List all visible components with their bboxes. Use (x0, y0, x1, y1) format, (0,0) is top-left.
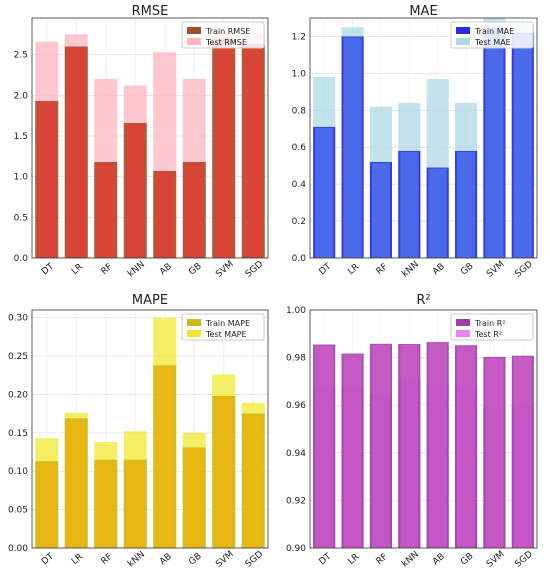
y-tick-label: 1.5 (14, 132, 28, 142)
legend-swatch (456, 27, 470, 34)
y-tick-label: 1.2 (292, 32, 306, 42)
y-tick-label: 1.00 (286, 306, 306, 316)
x-tick-label: DT (317, 551, 333, 567)
y-tick-label: 0.8 (292, 106, 307, 116)
legend-label: Test RMSE (205, 38, 247, 47)
legend-label: Train MAPE (205, 319, 250, 328)
legend-swatch (456, 319, 470, 326)
x-tick-label: GB (459, 551, 476, 567)
y-tick-label: 2.5 (14, 51, 28, 61)
overlay-bar (66, 47, 86, 258)
overlay-bar (37, 101, 57, 258)
overlay-bar (37, 462, 57, 548)
y-tick-label: 0.0 (292, 254, 307, 264)
y-tick-label: 0.98 (286, 354, 306, 364)
overlay-bar (513, 33, 532, 259)
overlay-bar (456, 346, 476, 548)
legend-swatch (187, 330, 201, 337)
x-tick-label: RF (375, 552, 390, 567)
legend-swatch (187, 27, 201, 34)
y-tick-label: 2.0 (14, 91, 29, 101)
overlay-bar (343, 354, 362, 548)
chart-title: RMSE (132, 4, 169, 19)
y-tick-label: 0.30 (8, 314, 28, 324)
overlay-bar (485, 28, 504, 258)
y-tick-label: 0.10 (8, 467, 28, 477)
y-tick-label: 0.4 (292, 180, 307, 190)
y-tick-label: 0.94 (286, 449, 306, 459)
chart-title: MAPE (132, 293, 168, 308)
x-tick-label: SGD (513, 549, 535, 569)
y-tick-label: 0.20 (8, 390, 28, 400)
legend-label: Train RMSE (205, 27, 250, 36)
x-tick-label: AB (431, 552, 447, 568)
overlay-bar (155, 366, 175, 548)
y-tick-label: 0.25 (8, 352, 28, 362)
overlay-bar (371, 163, 391, 258)
y-tick-label: 0.05 (8, 506, 28, 516)
legend-swatch (456, 330, 470, 337)
overlay-bar (456, 151, 476, 258)
legend-label: Test MAPE (205, 330, 247, 339)
legend-swatch (187, 38, 201, 45)
plot-frame (309, 17, 538, 259)
overlay-bar (125, 123, 145, 258)
overlay-bar (428, 343, 447, 548)
legend-swatch (187, 319, 201, 326)
overlay-bar (184, 163, 204, 258)
y-tick-label: 0.0 (14, 254, 29, 264)
overlay-bar (400, 151, 419, 258)
overlay-bar (155, 171, 175, 258)
y-tick-label: 0.90 (286, 544, 306, 554)
overlay-bar (243, 45, 263, 258)
y-tick-label: 0.2 (292, 217, 306, 227)
y-tick-label: 0.6 (292, 143, 307, 153)
legend-box (450, 21, 534, 49)
x-tick-label: SVM (485, 549, 506, 569)
x-tick-label: LR (346, 552, 361, 567)
legend-label: Train R² (474, 319, 506, 328)
overlay-bar (513, 356, 532, 548)
y-tick-label: 1.0 (14, 173, 29, 183)
overlay-bar (214, 396, 234, 548)
overlay-bar (400, 345, 419, 548)
overlay-bar (96, 460, 116, 548)
overlay-bar (184, 448, 204, 548)
overlay-bar (96, 163, 116, 258)
chart-title: MAE (409, 4, 437, 19)
legend-swatch (456, 38, 470, 45)
plot-frame (31, 17, 269, 259)
legend-label: Test R² (474, 330, 502, 339)
overlay-bar (66, 419, 86, 548)
y-tick-label: 0.96 (286, 401, 306, 411)
y-tick-label: 0.5 (14, 213, 28, 223)
legend-box (450, 313, 534, 341)
legend-box (181, 21, 265, 49)
overlay-bar (371, 344, 391, 548)
overlay-bar (125, 460, 145, 548)
y-tick-label: 0.00 (8, 544, 28, 554)
overlay-bar (315, 345, 334, 548)
legend-label: Test MAE (474, 38, 511, 47)
overlay-bar (343, 37, 362, 258)
overlay-bar (243, 414, 263, 548)
y-tick-label: 1.0 (292, 69, 307, 79)
x-tick-label: kNN (400, 550, 421, 570)
legend-box (181, 313, 265, 341)
overlay-bar (485, 357, 504, 548)
chart-title: R² (416, 293, 430, 308)
y-tick-label: 0.15 (8, 429, 28, 439)
y-tick-label: 0.92 (286, 496, 306, 506)
legend-label: Train MAE (474, 27, 514, 36)
plot-frame (309, 309, 538, 549)
overlay-bar (428, 168, 447, 258)
overlay-bar (315, 127, 334, 258)
plot-frame (31, 309, 269, 549)
overlay-bar (214, 39, 234, 258)
